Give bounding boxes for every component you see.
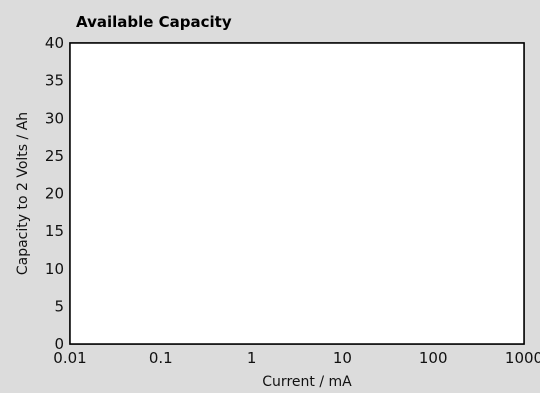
y-tick-label: 10 — [45, 260, 64, 278]
y-tick-labels: 0 5 10 15 20 25 30 35 40 — [45, 34, 64, 353]
y-tick-label: 15 — [45, 222, 64, 240]
y-tick-label: 35 — [45, 72, 64, 90]
y-tick-label: 40 — [45, 34, 64, 52]
y-tick-label: 0 — [54, 335, 64, 353]
y-axis-label: Capacity to 2 Volts / Ah — [15, 112, 31, 275]
x-tick-label: 100 — [419, 349, 448, 367]
x-tick-label: 1000 — [505, 349, 540, 367]
x-tick-label: 0.1 — [149, 349, 173, 367]
x-axis-label: Current / mA — [262, 374, 352, 390]
x-tick-label: 0.01 — [53, 349, 86, 367]
y-tick-label: 30 — [45, 109, 64, 127]
x-tick-labels: 0.01 0.1 1 10 100 1000 — [53, 349, 540, 367]
y-tick-label: 20 — [45, 185, 64, 203]
x-tick-label: 10 — [333, 349, 352, 367]
chart-title: Available Capacity — [76, 13, 232, 31]
y-tick-label: 25 — [45, 147, 64, 165]
plot-area — [69, 42, 525, 345]
y-tick-label: 5 — [54, 297, 64, 315]
x-tick-label: 1 — [247, 349, 257, 367]
